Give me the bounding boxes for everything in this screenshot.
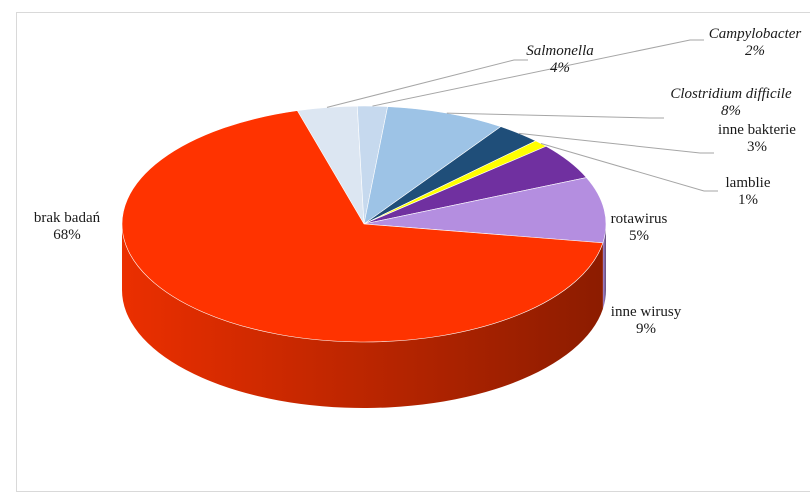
leader-line <box>446 112 664 119</box>
pie-slice-inne-wirusy <box>363 177 607 244</box>
slice-value-label: 4% <box>550 60 570 76</box>
slice-label: inne wirusy <box>611 304 682 320</box>
slice-label: Campylobacter <box>709 26 802 42</box>
pie-side-brak-bada- <box>122 224 603 408</box>
slice-label: Salmonella <box>526 43 594 59</box>
slice-label: brak badań <box>34 210 101 226</box>
slice-value-label: 5% <box>629 228 649 244</box>
slice-label: rotawirus <box>611 211 668 227</box>
leader-line <box>540 143 718 192</box>
pie-sides <box>122 224 606 408</box>
slice-value-label: 9% <box>636 321 656 337</box>
slice-label: lamblie <box>726 175 771 191</box>
leader-line <box>372 39 704 107</box>
pie-top-faces <box>121 105 607 343</box>
leader-line <box>518 132 714 154</box>
slice-value-label: 3% <box>747 139 767 155</box>
slice-value-label: 68% <box>53 227 81 243</box>
leader-line <box>326 59 528 108</box>
slice-value-label: 2% <box>745 43 765 59</box>
pie-slice-brak-bada- <box>121 110 604 343</box>
slice-label: Clostridium difficile <box>670 86 792 102</box>
pie-side-inne-wirusy <box>602 224 606 309</box>
slice-value-label: 1% <box>738 192 758 208</box>
slice-value-label: 8% <box>721 103 741 119</box>
leader-lines <box>326 39 718 192</box>
slice-label: inne bakterie <box>718 122 796 138</box>
